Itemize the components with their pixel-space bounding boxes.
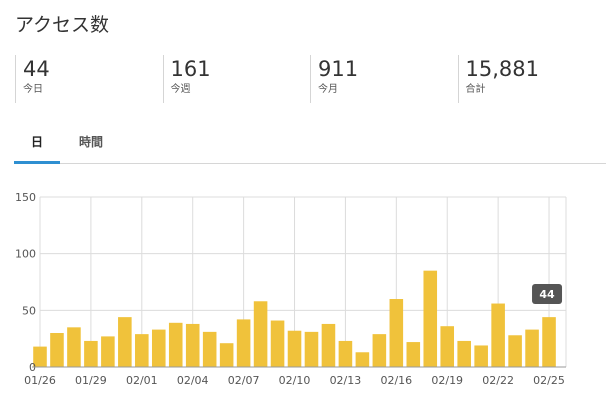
x-tick-label: 02/13	[330, 374, 362, 387]
bar[interactable]	[135, 334, 149, 367]
bar[interactable]	[440, 326, 455, 367]
bar[interactable]	[423, 270, 438, 367]
x-tick-label: 02/22	[482, 374, 514, 387]
bar[interactable]	[151, 329, 166, 367]
bar[interactable]	[202, 331, 217, 367]
bar[interactable]	[474, 345, 488, 367]
tooltip-box	[532, 284, 563, 304]
bar[interactable]	[185, 323, 200, 367]
x-tick-label: 02/01	[126, 374, 158, 387]
stat-month: 911 今月	[310, 55, 458, 103]
x-tick-label: 02/16	[380, 374, 412, 387]
bar[interactable]	[355, 352, 370, 367]
y-tick-label: 50	[22, 304, 36, 317]
stat-total-value: 15,881	[465, 57, 539, 81]
stat-today: 44 今日	[15, 55, 163, 103]
bar[interactable]	[372, 334, 387, 367]
stat-today-value: 44	[23, 57, 50, 81]
bar[interactable]	[253, 301, 268, 367]
bar[interactable]	[84, 340, 98, 367]
bar[interactable]	[508, 335, 522, 367]
bar[interactable]	[67, 327, 81, 367]
bar[interactable]	[491, 303, 505, 367]
page-title: アクセス数	[15, 14, 110, 36]
stat-today-label: 今日	[23, 84, 43, 95]
bar[interactable]	[321, 323, 336, 367]
tab-day[interactable]: 日	[14, 124, 60, 164]
stat-week: 161 今週	[162, 55, 311, 103]
bar[interactable]	[168, 322, 183, 367]
bar[interactable]	[406, 342, 421, 367]
x-tick-label: 02/04	[177, 374, 209, 387]
x-tick-label: 02/07	[228, 374, 260, 387]
access-chart: 05010015001/2601/2902/0102/0402/0702/100…	[0, 186, 606, 407]
bar[interactable]	[118, 317, 132, 367]
x-tick-label: 02/25	[533, 374, 565, 387]
bar[interactable]	[219, 343, 234, 367]
y-tick-label: 100	[15, 248, 36, 261]
stat-month-value: 911	[318, 57, 359, 81]
bar[interactable]	[50, 333, 64, 367]
access-bar-chart: 05010015001/2601/2902/0102/0402/0702/100…	[15, 191, 567, 387]
bar[interactable]	[389, 299, 404, 367]
tooltip-value: 44	[539, 288, 555, 301]
stat-week-label: 今週	[170, 84, 191, 95]
chart-axes: 05010015001/2601/2902/0102/0402/0702/100…	[15, 191, 566, 387]
x-tick-label: 02/10	[279, 374, 311, 387]
bar[interactable]	[33, 346, 47, 367]
bar[interactable]	[338, 340, 353, 367]
bar[interactable]	[304, 331, 319, 367]
bar[interactable]	[457, 340, 471, 367]
y-tick-label: 150	[15, 191, 36, 204]
period-tabs: 日 時間	[14, 124, 606, 164]
bar[interactable]	[236, 319, 251, 367]
stat-month-label: 今月	[318, 84, 338, 95]
bar[interactable]	[270, 320, 285, 367]
chart-bars	[33, 270, 556, 367]
bar[interactable]	[101, 336, 115, 367]
stats-row: 44 今日 161 今週 911 今月 15,881 合計	[15, 55, 605, 103]
x-tick-label: 01/29	[75, 374, 107, 387]
bar[interactable]	[287, 330, 302, 367]
chart-tooltip: 44	[532, 284, 563, 304]
stat-total-label: 合計	[465, 84, 486, 95]
x-tick-label: 02/19	[431, 374, 463, 387]
stat-total: 15,881 合計	[457, 55, 606, 103]
stat-week-value: 161	[170, 57, 211, 81]
bar[interactable]	[525, 329, 539, 367]
x-tick-label: 01/26	[24, 374, 56, 387]
tab-hour[interactable]: 時間	[78, 135, 103, 149]
bar[interactable]	[542, 317, 556, 367]
